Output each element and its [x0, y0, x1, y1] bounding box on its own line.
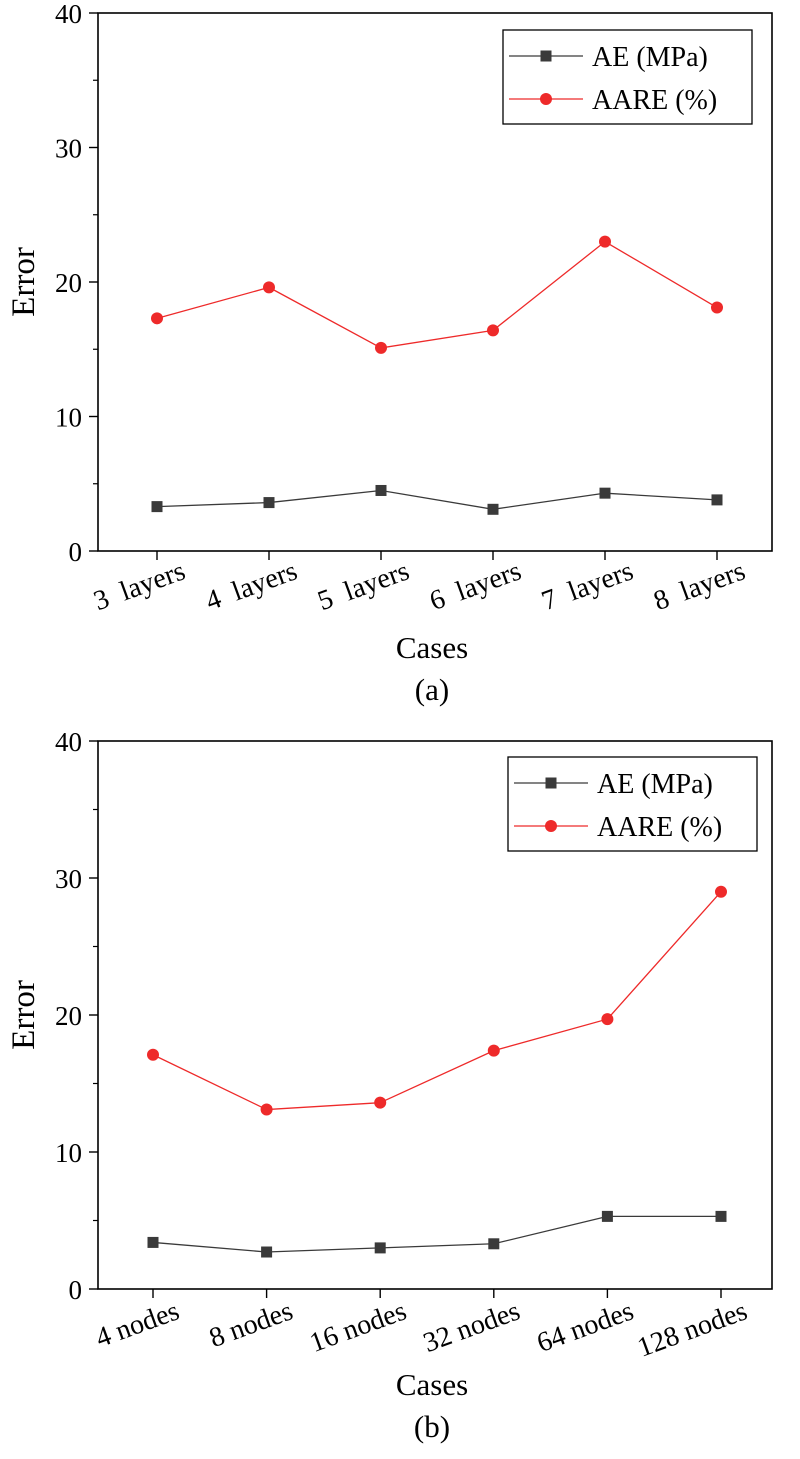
- data-point: [260, 1103, 273, 1116]
- x-tick-label: 128 nodes: [633, 1295, 751, 1363]
- data-point: [487, 1044, 500, 1057]
- data-point: [151, 501, 163, 513]
- series-line-0: [156, 489, 718, 510]
- y-tick-label: 0: [69, 1275, 83, 1305]
- series-line-1: [152, 891, 722, 1111]
- legend-box: [502, 29, 753, 125]
- figure-caption: (a): [415, 672, 449, 707]
- series-line-1: [156, 240, 718, 349]
- x-tick-label: 32 nodes: [419, 1295, 524, 1358]
- y-tick-label: 30: [55, 134, 82, 164]
- data-point: [263, 497, 275, 509]
- legend-marker-0: [540, 50, 552, 62]
- x-tick-label: 8 nodes: [205, 1295, 297, 1354]
- y-axis-title: Error: [6, 247, 42, 317]
- y-axis-title: Error: [6, 980, 42, 1050]
- x-axis-title: Cases: [396, 630, 468, 665]
- legend-box: [507, 756, 758, 852]
- figure-caption: (b): [414, 1409, 450, 1444]
- x-tick-label: 16 nodes: [306, 1295, 411, 1358]
- x-axis-title: Cases: [396, 1367, 468, 1402]
- legend-label-1: AARE (%): [592, 85, 717, 116]
- y-tick-label: 20: [55, 268, 82, 298]
- y-tick-label: 10: [55, 1138, 82, 1168]
- legend-label-0: AE (MPa): [597, 769, 713, 800]
- x-tick-label: 4 layers: [202, 555, 302, 617]
- data-point: [715, 885, 727, 898]
- data-point: [488, 1238, 500, 1250]
- x-tick-label: 64 nodes: [533, 1295, 638, 1358]
- y-tick-label: 20: [55, 1001, 82, 1031]
- x-tick-label: 5 layers: [314, 555, 414, 617]
- legend-label-1: AARE (%): [597, 812, 722, 843]
- data-point: [375, 341, 387, 354]
- data-point: [599, 487, 611, 499]
- y-tick-label: 0: [69, 537, 83, 567]
- data-point: [374, 1242, 386, 1254]
- data-point: [487, 503, 499, 515]
- data-point: [261, 1246, 273, 1258]
- y-tick-label: 30: [55, 864, 82, 894]
- data-point: [151, 312, 163, 325]
- legend-marker-0: [545, 777, 557, 789]
- data-point: [599, 235, 611, 248]
- x-tick-label: 4 nodes: [92, 1295, 184, 1354]
- data-point: [711, 494, 723, 506]
- chart-panel-a: 0 10 20 30 40 3 layers 4 layers 5 layers 6 layer…: [6, 0, 773, 707]
- data-point: [374, 1096, 387, 1109]
- x-tick-label: 7 layers: [538, 555, 638, 617]
- chart-panel-b: 0 10 20 30 40 4 nodes 8 nodes 16 nodes 32 nodes 6…: [6, 727, 773, 1444]
- legend-label-0: AE (MPa): [592, 42, 708, 73]
- data-point: [375, 484, 387, 496]
- y-tick-label: 10: [55, 403, 82, 433]
- data-point: [601, 1013, 614, 1026]
- y-tick-label: 40: [55, 0, 82, 29]
- legend-marker-1: [540, 93, 552, 105]
- x-tick-label: 6 layers: [426, 555, 526, 617]
- data-point: [263, 281, 275, 294]
- series-line-0: [152, 1215, 721, 1253]
- data-point: [147, 1048, 159, 1061]
- data-point: [711, 301, 723, 314]
- data-point: [147, 1236, 159, 1248]
- x-tick-label: 3 layers: [90, 555, 190, 617]
- y-tick-label: 40: [55, 727, 82, 757]
- data-point: [601, 1210, 613, 1222]
- data-point: [487, 324, 499, 337]
- data-point: [715, 1210, 727, 1222]
- legend-marker-1: [545, 820, 557, 832]
- x-tick-label: 8 layers: [650, 555, 750, 617]
